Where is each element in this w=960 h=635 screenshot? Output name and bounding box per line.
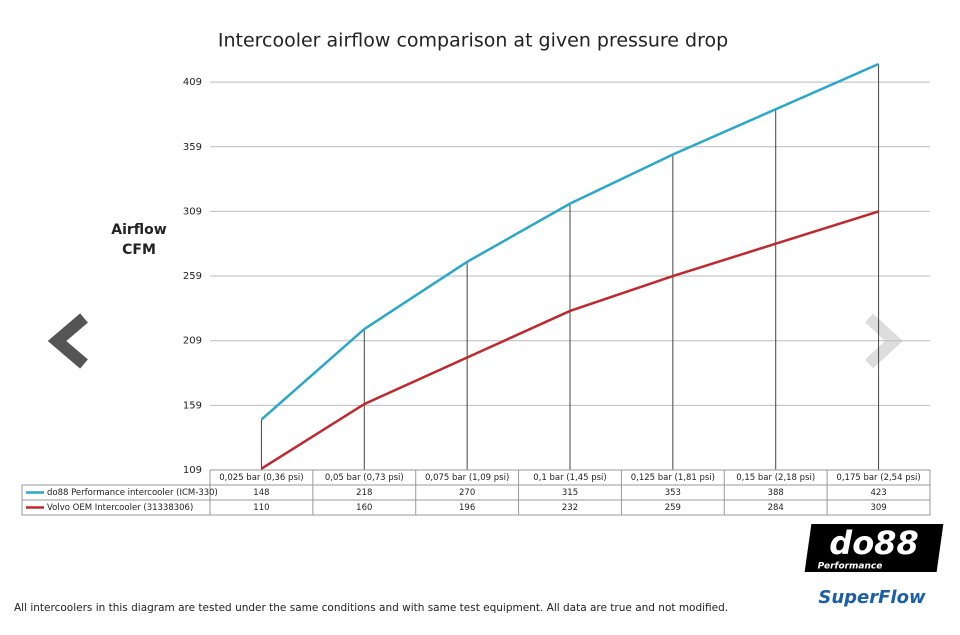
table-value: 270 — [459, 488, 475, 498]
prev-arrow[interactable] — [47, 313, 88, 369]
legend-label: Volvo OEM Intercooler (31338306) — [47, 503, 193, 513]
table-value: 218 — [356, 488, 372, 498]
series-line — [260, 62, 880, 421]
logo-sub: Performance — [818, 562, 883, 572]
x-tick-label: 0,075 bar (1,09 psi) — [425, 473, 509, 483]
logo-brand: do88 — [829, 524, 918, 562]
x-tick-label: 0,1 bar (1,45 psi) — [533, 473, 606, 483]
x-tick-label: 0,175 bar (2,54 psi) — [836, 473, 920, 483]
y-tick-label: 159 — [183, 400, 202, 411]
y-tick-label: 309 — [183, 206, 202, 217]
table-value: 148 — [253, 488, 269, 498]
table-value: 160 — [356, 503, 372, 513]
legend-label: do88 Performance intercooler (ICM-330) — [47, 488, 218, 498]
y-tick-label: 259 — [183, 271, 202, 282]
y-tick-label: 409 — [183, 77, 202, 88]
y-tick-label: 209 — [183, 336, 202, 347]
y-tick-label: 109 — [183, 465, 202, 476]
series-line — [260, 210, 879, 470]
x-tick-label: 0,15 bar (2,18 psi) — [736, 473, 815, 483]
table-value: 196 — [459, 503, 475, 513]
table-value: 315 — [562, 488, 578, 498]
y-tick-label: 359 — [183, 142, 202, 153]
y-axis-label: Airflow CFM — [111, 222, 167, 258]
x-tick-label: 0,025 bar (0,36 psi) — [219, 473, 303, 483]
table-value: 309 — [870, 503, 886, 513]
logo-do88: do88 Performance — [804, 524, 944, 572]
chart-title: Intercooler airflow comparison at given … — [218, 30, 728, 52]
logo-partner: SuperFlow — [818, 587, 926, 608]
table-value: 388 — [768, 488, 784, 498]
table-value: 232 — [562, 503, 578, 513]
table-value: 353 — [665, 488, 681, 498]
table-value: 110 — [253, 503, 269, 513]
table-value: 284 — [768, 503, 784, 513]
x-tick-label: 0,05 bar (0,73 psi) — [325, 473, 404, 483]
footnote: All intercoolers in this diagram are tes… — [14, 602, 729, 614]
table-value: 259 — [665, 503, 681, 513]
table-value: 423 — [870, 488, 886, 498]
x-tick-label: 0,125 bar (1,81 psi) — [631, 473, 715, 483]
